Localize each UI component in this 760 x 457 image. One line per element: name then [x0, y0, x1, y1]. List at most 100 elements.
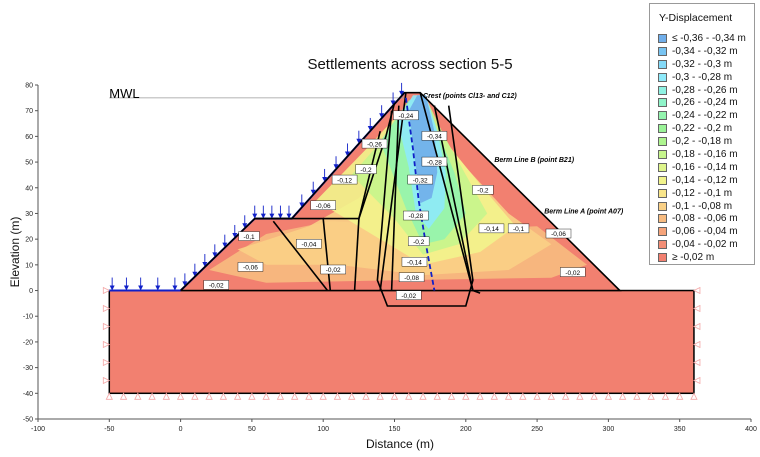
contour-label: -0,06: [551, 231, 566, 238]
support-marker: [134, 392, 142, 400]
legend-swatch: [658, 240, 667, 250]
support-marker: [604, 392, 613, 400]
legend-item: -0,3 - -0,28 m: [658, 71, 754, 84]
water-load-arrowhead: [379, 113, 385, 119]
x-axis-label: Distance (m): [365, 437, 434, 451]
contour-label-box: [296, 239, 322, 249]
support-marker: [162, 392, 170, 400]
legend-swatch: [658, 253, 667, 263]
dashed-settlement-path: [405, 97, 436, 291]
legend-item: -0,12 - -0,1 m: [658, 187, 754, 200]
contour-label: -0,2: [477, 188, 489, 195]
point-annotation: Berm Line A (point A07): [544, 208, 624, 215]
support-marker: [676, 392, 684, 400]
support-marker: [262, 392, 270, 400]
legend-label: -0,16 - -0,14 m: [672, 161, 738, 173]
legend-label: -0,04 - -0,02 m: [672, 239, 738, 251]
legend-swatch: [658, 124, 667, 134]
water-load-arrowhead: [310, 189, 316, 195]
legend-item: -0,04 - -0,02 m: [658, 238, 754, 251]
contour-label-box: [237, 262, 264, 272]
y-tick-label: 70: [25, 108, 33, 115]
x-tick-label: 0: [179, 426, 183, 433]
contour-label: -0,02: [565, 270, 580, 277]
legend-label: -0,26 - -0,24 m: [672, 97, 738, 109]
contour-label-box: [398, 272, 425, 282]
support-marker: [561, 392, 570, 400]
support-marker: [693, 286, 701, 295]
support-marker: [633, 392, 641, 400]
support-marker: [590, 392, 598, 400]
water-load-arrowhead: [333, 164, 339, 170]
support-marker: [419, 392, 427, 400]
legend-title: Y-Displacement: [659, 12, 733, 24]
contour-label-box: [203, 280, 229, 290]
legend-label: -0,06 - -0,04 m: [672, 226, 738, 238]
legend-swatch: [658, 214, 667, 224]
support-marker: [693, 304, 701, 313]
contour-label: -0,06: [243, 265, 258, 272]
water-load-arrowhead: [202, 262, 208, 268]
y-tick-label: 20: [25, 237, 33, 244]
contour-label: -0,34: [427, 134, 442, 141]
legend-label: -0,32 - -0,3 m: [672, 58, 733, 70]
contour-label-box: [361, 138, 388, 149]
mwl-annotation: MWL: [109, 86, 139, 101]
point-annotation: Crest (points Cl13- and C12): [423, 93, 517, 100]
y-tick-label: -40: [23, 391, 33, 398]
contour-label: -0,02: [401, 293, 416, 300]
legend-swatch: [658, 111, 667, 121]
support-marker: [248, 392, 256, 400]
legend-label: -0,22 - -0,2 m: [672, 123, 733, 135]
legend-items: ≤ -0,36 - -0,34 m -0,34 - -0,32 m -0,32 - …: [650, 32, 754, 264]
legend-label: ≥ -0,02 m: [672, 252, 715, 264]
support-marker: [219, 392, 228, 400]
water-load-arrowhead: [269, 213, 275, 219]
contour-label: -0,28: [408, 213, 423, 220]
legend: Y-Displacement ≤ -0,36 - -0,34 m -0,34 - …: [649, 3, 755, 265]
legend-swatch: [658, 201, 667, 211]
legend-item: -0,32 - -0,3 m: [658, 58, 754, 71]
water-load-arrowhead: [252, 213, 258, 219]
support-marker: [693, 376, 701, 385]
support-marker: [102, 358, 111, 367]
support-marker: [233, 392, 242, 400]
legend-item: -0,14 - -0,12 m: [658, 174, 754, 187]
legend-label: -0,08 - -0,06 m: [672, 213, 738, 225]
y-tick-label: -50: [23, 417, 33, 424]
support-marker: [205, 392, 213, 400]
x-tick-label: 100: [317, 426, 329, 433]
x-tick-label: 150: [389, 426, 401, 433]
legend-item: -0,26 - -0,24 m: [658, 96, 754, 109]
support-marker: [102, 376, 111, 385]
support-marker: [305, 392, 313, 400]
contour-label-box: [396, 290, 422, 300]
contour-label: -0,28: [427, 159, 442, 166]
support-marker: [390, 392, 399, 400]
water-load-arrowhead: [260, 213, 266, 219]
y-tick-label: -10: [23, 314, 33, 321]
contour-label-box: [320, 264, 346, 275]
legend-item: -0,16 - -0,14 m: [658, 161, 754, 174]
legend-item: ≥ -0,02 m: [658, 251, 754, 264]
support-marker: [362, 392, 370, 400]
support-marker: [647, 392, 655, 400]
zone-boundary: [353, 218, 360, 291]
legend-label: -0,1 - -0,08 m: [672, 200, 733, 212]
support-marker: [405, 392, 413, 400]
y-tick-label: 10: [25, 262, 33, 269]
y-tick-label: 30: [25, 211, 33, 218]
contour-label: -0,1: [243, 234, 255, 241]
contour-label: -0,14: [407, 259, 422, 266]
contour-label: -0,08: [404, 275, 419, 282]
water-load-arrowhead: [192, 271, 198, 277]
zone-boundary: [376, 105, 474, 307]
water-load-arrowhead: [299, 202, 305, 208]
contour-label-box: [478, 223, 505, 234]
support-marker: [490, 392, 498, 400]
contour-label-box: [408, 236, 430, 246]
support-marker: [102, 286, 111, 295]
legend-swatch: [658, 188, 667, 198]
contour-label-box: [401, 257, 428, 267]
contour-label-box: [403, 210, 429, 221]
